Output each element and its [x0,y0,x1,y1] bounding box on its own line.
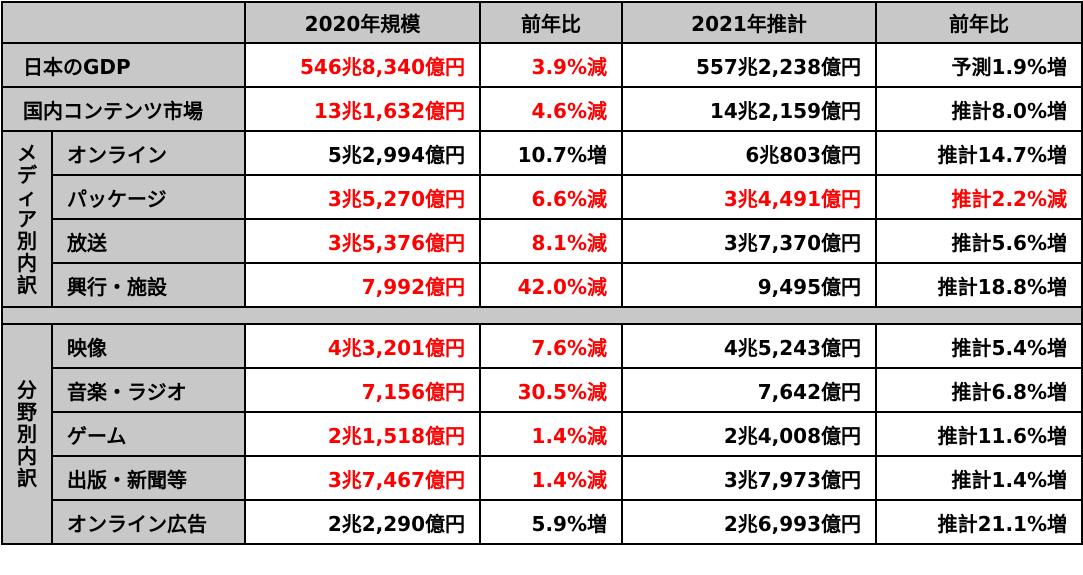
value-2020: 3兆7,467億円 [244,455,481,501]
value-2020: 5兆2,994億円 [244,130,481,176]
group-label-char: 訳 [17,466,37,490]
table-row: 日本のGDP 546兆8,340億円 3.9%減 557兆2,238億円 予測1.9%増 [1,42,1083,88]
yoy-2020: 4.6%減 [479,86,623,132]
yoy-2021: 推計21.1%増 [875,499,1083,545]
value-2020: 3兆5,376億円 [244,218,481,264]
yoy-2021: 推計1.4%増 [875,455,1083,501]
value-2021: 3兆7,973億円 [621,455,877,501]
header-corner [1,1,246,44]
yoy-2020: 7.6%減 [479,323,623,369]
header-yoy-2020: 前年比 [479,1,623,44]
yoy-2020: 42.0%減 [479,262,623,308]
table-row: オンライン広告 2兆2,290億円 5.9%増 2兆6,993億円 推計21.1%増 [2,499,1083,545]
yoy-2020: 30.5%減 [479,367,623,413]
yoy-2020: 6.6%減 [479,174,623,220]
header-2020: 2020年規模 [244,1,481,44]
yoy-2021: 予測1.9%増 [875,42,1083,88]
group-label-char: ア [17,207,37,231]
value-2020: 4兆3,201億円 [244,323,481,369]
row-label: 出版・新聞等 [51,455,246,501]
value-2021: 3兆7,370億円 [621,218,877,264]
group-label-char: デ [17,163,37,187]
value-2020: 2兆2,290億円 [244,499,481,545]
value-2020: 2兆1,518億円 [244,411,481,457]
yoy-2021: 推計11.6%増 [875,411,1083,457]
table-row: 放送 3兆5,376億円 8.1%減 3兆7,370億円 推計5.6%増 [2,218,1083,264]
row-label: 放送 [51,218,246,264]
value-2021: 9,495億円 [621,262,877,308]
header-row: 2020年規模 前年比 2021年推計 前年比 [1,1,1083,44]
value-2021: 6兆803億円 [621,130,877,176]
value-2021: 3兆4,491億円 [621,174,877,220]
table-row: 分野別内訳映像 4兆3,201億円 7.6%減 4兆5,243億円 推計5.4%増 [1,323,1083,545]
value-2020: 7,992億円 [244,262,481,308]
group-label-char: ィ [17,185,37,209]
value-2020: 13兆1,632億円 [244,86,481,132]
table-row: 興行・施設 7,992億円 42.0%減 9,495億円 推計18.8%増 [2,262,1083,308]
header-2021: 2021年推計 [621,1,877,44]
yoy-2020: 1.4%減 [479,455,623,501]
group-label-char: 野 [17,400,37,424]
yoy-2021: 推計8.0%増 [875,86,1083,132]
row-label: 国内コンテンツ市場 [1,86,246,132]
row-label: ゲーム [51,411,246,457]
group-label-char: 内 [17,444,37,468]
row-label: 映像 [51,323,246,369]
yoy-2020: 10.7%増 [479,130,623,176]
yoy-2020: 3.9%減 [479,42,623,88]
group-label-char: メ [17,141,37,165]
row-label: オンライン広告 [51,499,246,545]
value-2021: 4兆5,243億円 [621,323,877,369]
value-2020: 3兆5,270億円 [244,174,481,220]
yoy-2021: 推計18.8%増 [875,262,1083,308]
yoy-2021: 推計2.2%減 [875,174,1083,220]
table-row: パッケージ 3兆5,270億円 6.6%減 3兆4,491億円 推計2.2%減 [2,174,1083,220]
yoy-2020: 1.4%減 [479,411,623,457]
row-label: パッケージ [51,174,246,220]
group-label-char: 内 [17,251,37,275]
table-row: メディア別内訳オンライン 5兆2,994億円 10.7%増 6兆803億円 推計14.7… [1,130,1083,308]
group-label: メディア別内訳 [1,130,53,308]
yoy-2020: 5.9%増 [479,499,623,545]
yoy-2021: 推計5.6%増 [875,218,1083,264]
group-label-char: 分 [17,378,37,402]
yoy-2021: 推計6.8%増 [875,367,1083,413]
separator-cell [1,306,1083,325]
header-yoy-2021: 前年比 [875,1,1083,44]
value-2021: 2兆4,008億円 [621,411,877,457]
value-2021: 2兆6,993億円 [621,499,877,545]
table-row: 出版・新聞等 3兆7,467億円 1.4%減 3兆7,973億円 推計1.4%増 [2,455,1083,501]
market-table: 2020年規模 前年比 2021年推計 前年比 日本のGDP 546兆8,340億… [1,1,1083,545]
row-label: オンライン [51,130,246,176]
group-label-char: 別 [17,422,37,446]
row-label: 日本のGDP [1,42,246,88]
group-label-char: 別 [17,229,37,253]
value-2020: 546兆8,340億円 [244,42,481,88]
value-2021: 14兆2,159億円 [621,86,877,132]
group-label-char: 訳 [17,273,37,297]
table-row: 国内コンテンツ市場 13兆1,632億円 4.6%減 14兆2,159億円 推計8.0%… [1,86,1083,132]
table-row: ゲーム 2兆1,518億円 1.4%減 2兆4,008億円 推計11.6%増 [2,411,1083,457]
value-2020: 7,156億円 [244,367,481,413]
row-label: 興行・施設 [51,262,246,308]
yoy-2021: 推計5.4%増 [875,323,1083,369]
table-row: 音楽・ラジオ 7,156億円 30.5%減 7,642億円 推計6.8%増 [2,367,1083,413]
group-separator [1,306,1083,325]
yoy-2020: 8.1%減 [479,218,623,264]
group-label: 分野別内訳 [1,323,53,545]
value-2021: 7,642億円 [621,367,877,413]
value-2021: 557兆2,238億円 [621,42,877,88]
yoy-2021: 推計14.7%増 [875,130,1083,176]
row-label: 音楽・ラジオ [51,367,246,413]
